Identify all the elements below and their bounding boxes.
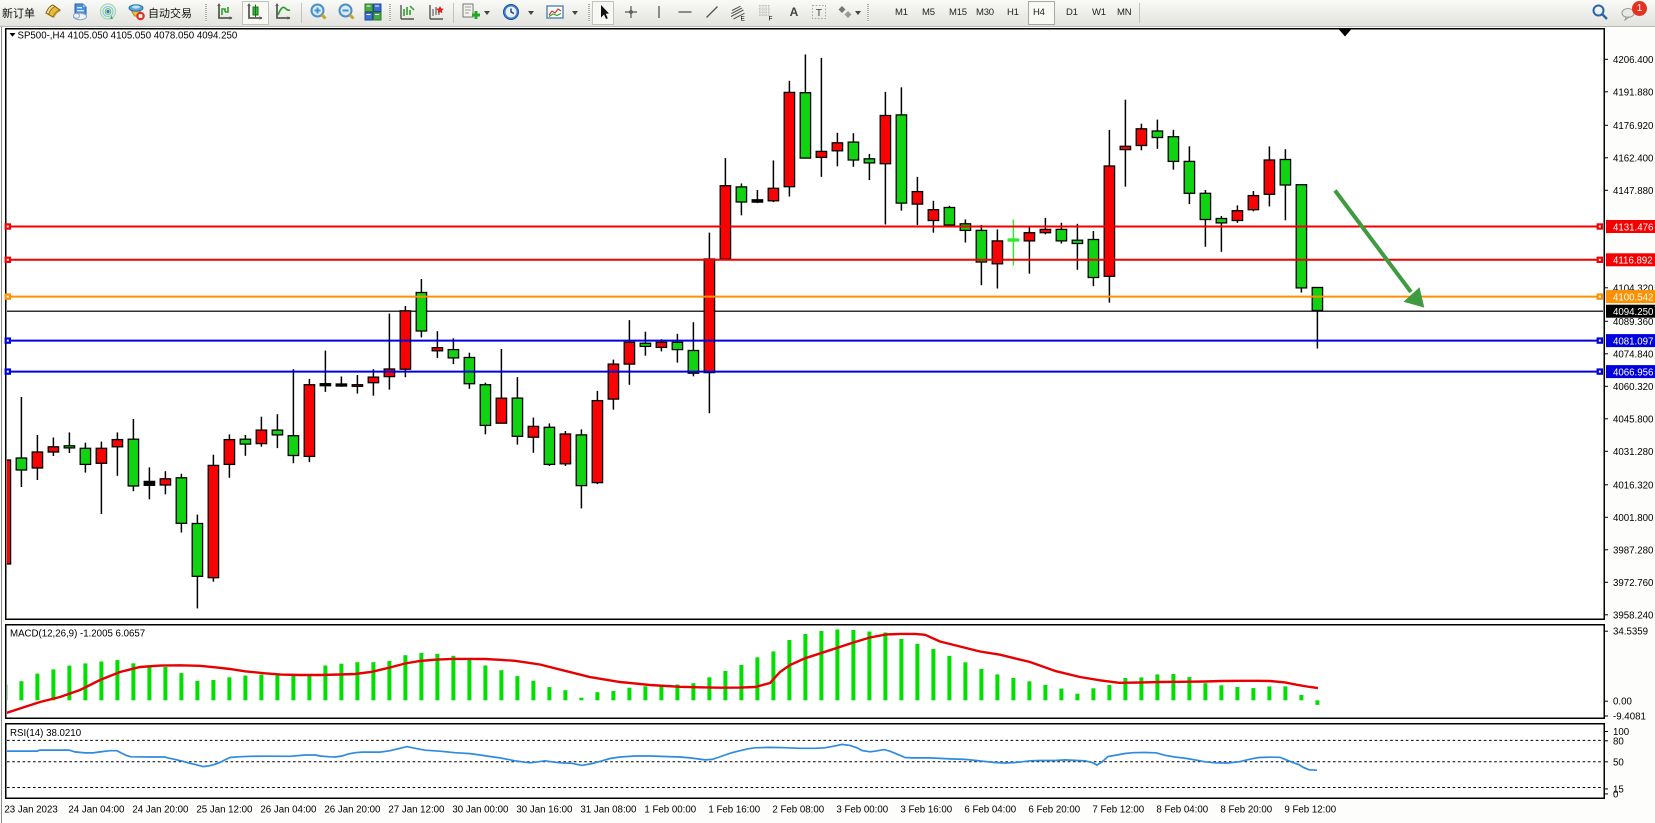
svg-text:2 Feb 08:00: 2 Feb 08:00 (772, 805, 824, 816)
svg-text:4074.840: 4074.840 (1613, 349, 1654, 360)
svg-text:4191.880: 4191.880 (1613, 87, 1654, 98)
svg-text:8 Feb 04:00: 8 Feb 04:00 (1156, 805, 1208, 816)
svg-text:30 Jan 00:00: 30 Jan 00:00 (452, 805, 509, 816)
svg-text:3 Feb 00:00: 3 Feb 00:00 (836, 805, 888, 816)
svg-text:4016.320: 4016.320 (1613, 480, 1654, 491)
svg-text:26 Jan 20:00: 26 Jan 20:00 (324, 805, 381, 816)
svg-text:30 Jan 16:00: 30 Jan 16:00 (516, 805, 573, 816)
svg-text:4131.476: 4131.476 (1613, 222, 1653, 233)
svg-text:23 Jan 2023: 23 Jan 2023 (4, 805, 57, 816)
svg-text:4116.892: 4116.892 (1613, 256, 1653, 267)
svg-text:34.5359: 34.5359 (1613, 627, 1648, 638)
svg-text:0.00: 0.00 (1613, 697, 1632, 708)
svg-text:MACD(12,26,9) -1.2005 6.0657: MACD(12,26,9) -1.2005 6.0657 (10, 629, 145, 640)
svg-text:4001.800: 4001.800 (1613, 513, 1654, 524)
svg-text:4100.542: 4100.542 (1613, 292, 1653, 303)
svg-text:-9.4081: -9.4081 (1613, 712, 1646, 723)
svg-text:50: 50 (1613, 757, 1624, 768)
svg-text:4147.880: 4147.880 (1613, 186, 1654, 197)
svg-text:100: 100 (1613, 727, 1630, 738)
svg-text:3 Feb 16:00: 3 Feb 16:00 (900, 805, 952, 816)
svg-text:26 Jan 04:00: 26 Jan 04:00 (260, 805, 317, 816)
svg-text:4206.400: 4206.400 (1613, 55, 1654, 66)
svg-text:T: T (816, 7, 823, 19)
svg-text:0: 0 (1613, 789, 1619, 800)
svg-text:1 Feb 00:00: 1 Feb 00:00 (644, 805, 696, 816)
svg-text:27 Jan 12:00: 27 Jan 12:00 (388, 805, 445, 816)
svg-text:1 Feb 16:00: 1 Feb 16:00 (708, 805, 760, 816)
svg-text:15: 15 (1613, 784, 1624, 795)
svg-text:80: 80 (1613, 736, 1624, 747)
svg-text:F: F (769, 16, 773, 22)
svg-text:4031.280: 4031.280 (1613, 447, 1654, 458)
svg-text:E: E (741, 16, 746, 22)
svg-text:3987.280: 3987.280 (1613, 545, 1654, 556)
svg-text:25 Jan 12:00: 25 Jan 12:00 (196, 805, 253, 816)
svg-text:SP500-,H4 4105.050 4105.050 4: SP500-,H4 4105.050 4105.050 4078.050 409… (18, 31, 238, 42)
svg-text:4066.956: 4066.956 (1613, 367, 1653, 378)
svg-text:4060.320: 4060.320 (1613, 382, 1654, 393)
svg-text:3972.760: 3972.760 (1613, 578, 1654, 589)
svg-text:4094.250: 4094.250 (1613, 307, 1654, 318)
svg-text:4081.097: 4081.097 (1613, 336, 1653, 347)
svg-text:4089.360: 4089.360 (1613, 317, 1654, 328)
svg-text:4104.320: 4104.320 (1613, 283, 1654, 294)
svg-text:6 Feb 20:00: 6 Feb 20:00 (1028, 805, 1080, 816)
svg-text:31 Jan 08:00: 31 Jan 08:00 (580, 805, 637, 816)
svg-text:3958.240: 3958.240 (1613, 610, 1654, 621)
svg-text:6 Feb 04:00: 6 Feb 04:00 (964, 805, 1016, 816)
svg-text:24 Jan 04:00: 24 Jan 04:00 (68, 805, 125, 816)
svg-text:RSI(14) 38.0210: RSI(14) 38.0210 (10, 728, 82, 739)
svg-text:7 Feb 12:00: 7 Feb 12:00 (1092, 805, 1144, 816)
svg-text:4176.920: 4176.920 (1613, 121, 1654, 132)
svg-text:9 Feb 12:00: 9 Feb 12:00 (1284, 805, 1336, 816)
svg-text:24 Jan 20:00: 24 Jan 20:00 (132, 805, 189, 816)
svg-text:8 Feb 20:00: 8 Feb 20:00 (1220, 805, 1272, 816)
svg-text:4045.800: 4045.800 (1613, 414, 1654, 425)
svg-text:4162.400: 4162.400 (1613, 153, 1654, 164)
